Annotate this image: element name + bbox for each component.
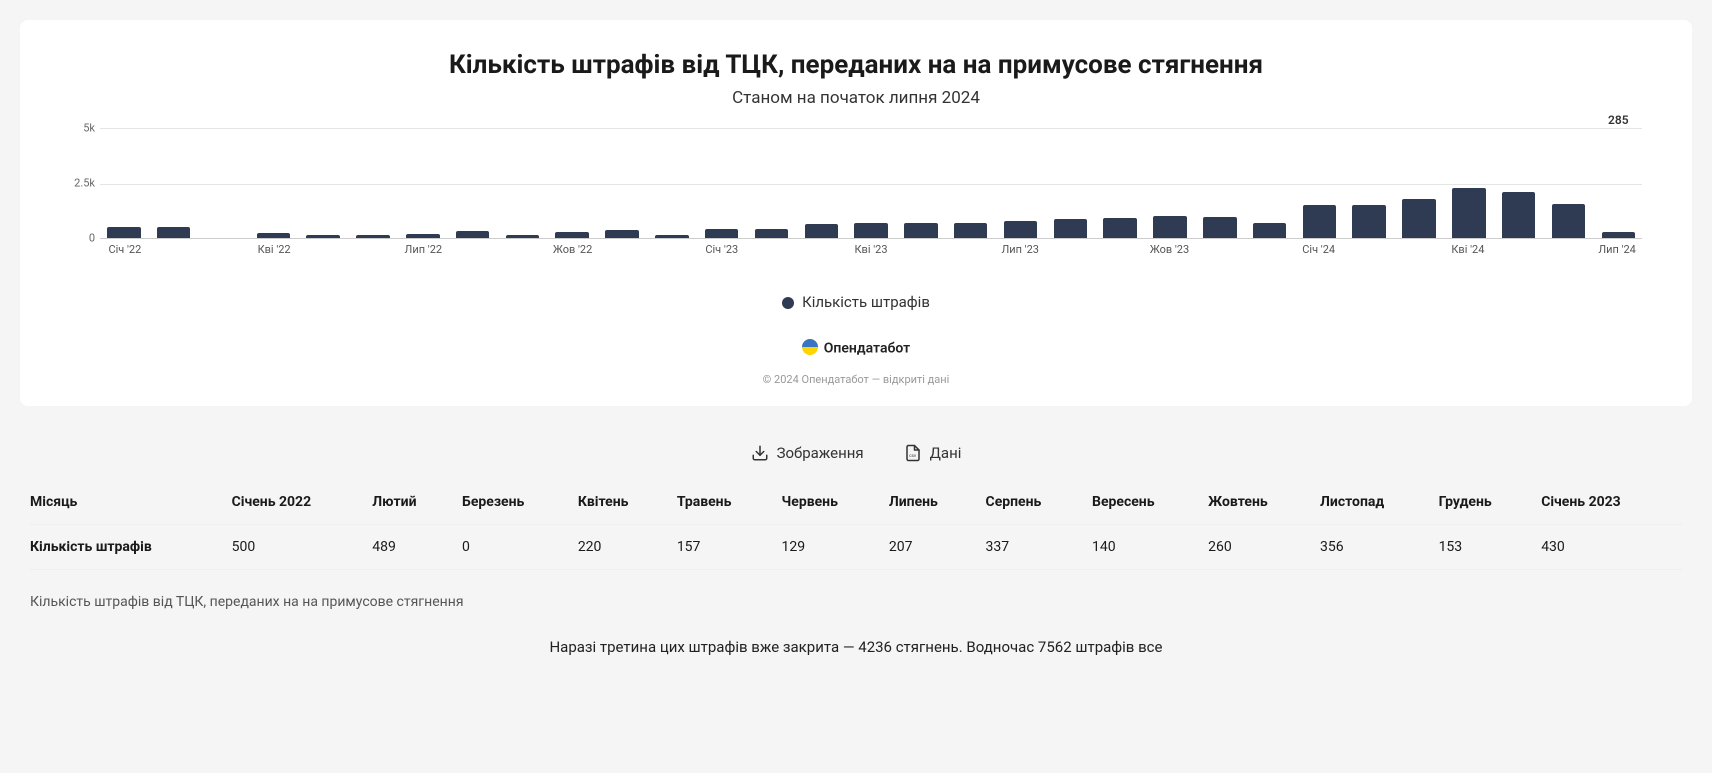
data-table: МісяцьСічень 2022ЛютийБерезеньКвітеньТра…: [30, 480, 1682, 570]
bar[interactable]: [1352, 205, 1385, 238]
bar[interactable]: [1253, 223, 1286, 238]
table-cell: 500: [232, 525, 373, 570]
chart-plot: 285: [100, 128, 1642, 238]
x-tick-label: Лип '23: [1001, 243, 1039, 256]
x-tick-label: Жов '23: [1150, 243, 1189, 256]
x-tick-label: Січ '24: [1302, 243, 1335, 256]
x-tick-label: Лип '24: [1598, 243, 1636, 256]
table-column-header: Лютий: [372, 480, 462, 525]
bar[interactable]: [854, 223, 887, 238]
y-tick-label: 0: [60, 232, 95, 245]
x-tick-label: Січ '23: [705, 243, 738, 256]
table-column-header: Жовтень: [1208, 480, 1320, 525]
x-tick-label: Лип '22: [405, 243, 443, 256]
legend-label: Кількість штрафів: [802, 293, 930, 311]
actions-row: Зображення csv Дані: [20, 426, 1692, 480]
bar[interactable]: [904, 223, 937, 238]
bar[interactable]: [1153, 216, 1186, 238]
table-header-row: МісяцьСічень 2022ЛютийБерезеньКвітеньТра…: [30, 480, 1682, 525]
table-cell: 356: [1320, 525, 1439, 570]
legend-dot-icon: [782, 297, 794, 309]
bar[interactable]: [605, 230, 638, 238]
download-data-label: Дані: [930, 444, 962, 462]
download-image-button[interactable]: Зображення: [751, 444, 864, 462]
bar[interactable]: [1402, 199, 1435, 238]
gridline: [100, 184, 1642, 185]
data-table-wrap[interactable]: МісяцьСічень 2022ЛютийБерезеньКвітеньТра…: [20, 480, 1692, 580]
file-icon: csv: [904, 444, 922, 462]
x-axis: Січ '22 Кві '22 Лип '22 Жов '22 Січ '23 Кві '…: [100, 238, 1642, 258]
x-tick-label: Кві '23: [854, 243, 887, 256]
table-cell: 153: [1439, 525, 1542, 570]
table-cell: 337: [986, 525, 1092, 570]
brand-row: Опендатабот: [60, 339, 1652, 359]
table-row: Кількість штрафів50048902201571292073371…: [30, 525, 1682, 570]
brand-icon: [802, 339, 818, 359]
chart-legend: Кількість штрафів: [60, 293, 1652, 311]
bar[interactable]: [1103, 218, 1136, 238]
bar[interactable]: [1303, 205, 1336, 238]
x-tick-label: Кві '24: [1451, 243, 1484, 256]
table-column-header: Листопад: [1320, 480, 1439, 525]
x-tick-label: Жов '22: [553, 243, 592, 256]
download-image-label: Зображення: [777, 444, 864, 462]
table-cell: 430: [1541, 525, 1682, 570]
chart-area: 02.5k5k 285 Січ '22Кві '22Лип '22Жов '22…: [100, 128, 1642, 258]
table-caption: Кількість штрафів від ТЦК, переданих на …: [20, 580, 1692, 620]
bar[interactable]: [1452, 188, 1485, 238]
bar[interactable]: [1552, 204, 1585, 238]
bar[interactable]: [1054, 219, 1087, 238]
table-cell: 489: [372, 525, 462, 570]
table-column-header: Квітень: [578, 480, 677, 525]
table-cell: 129: [782, 525, 889, 570]
bar[interactable]: [1502, 192, 1535, 238]
bar[interactable]: [1004, 221, 1037, 238]
bar[interactable]: [755, 229, 788, 238]
table-cell: 220: [578, 525, 677, 570]
svg-text:csv: csv: [909, 454, 917, 459]
table-column-header: Вересень: [1092, 480, 1208, 525]
bar[interactable]: [705, 229, 738, 238]
bar-value-label: 285: [1608, 113, 1629, 127]
bar[interactable]: [1203, 217, 1236, 238]
bar[interactable]: [157, 227, 190, 238]
chart-title: Кількість штрафів від ТЦК, переданих на …: [60, 50, 1652, 80]
download-icon: [751, 444, 769, 462]
table-column-header: Червень: [782, 480, 889, 525]
table-column-header: Січень 2023: [1541, 480, 1682, 525]
table-cell: 157: [677, 525, 782, 570]
footer-note: Наразі третина цих штрафів вже закрита —…: [20, 620, 1692, 660]
table-cell: 140: [1092, 525, 1208, 570]
chart-card: Кількість штрафів від ТЦК, переданих на …: [20, 20, 1692, 406]
table-cell: 207: [889, 525, 986, 570]
table-column-header: Грудень: [1439, 480, 1542, 525]
copyright: © 2024 Опендатабот — відкриті дані: [60, 373, 1652, 386]
table-column-header: Березень: [462, 480, 578, 525]
download-data-button[interactable]: csv Дані: [904, 444, 962, 462]
table-corner-header: Місяць: [30, 480, 232, 525]
y-tick-label: 2.5k: [60, 177, 95, 190]
bar[interactable]: [805, 224, 838, 238]
y-axis: 02.5k5k: [60, 128, 95, 238]
chart-subtitle: Станом на початок липня 2024: [60, 88, 1652, 108]
table-row-header: Кількість штрафів: [30, 525, 232, 570]
table-cell: 0: [462, 525, 578, 570]
y-tick-label: 5k: [60, 122, 95, 135]
table-column-header: Липень: [889, 480, 986, 525]
table-column-header: Січень 2022: [232, 480, 373, 525]
x-tick-label: Кві '22: [258, 243, 291, 256]
bar[interactable]: [456, 231, 489, 238]
table-column-header: Серпень: [986, 480, 1092, 525]
table-cell: 260: [1208, 525, 1320, 570]
bar[interactable]: [107, 227, 140, 238]
bar[interactable]: [954, 223, 987, 238]
brand-name: Опендатабот: [824, 341, 910, 357]
table-column-header: Травень: [677, 480, 782, 525]
x-tick-label: Січ '22: [108, 243, 141, 256]
